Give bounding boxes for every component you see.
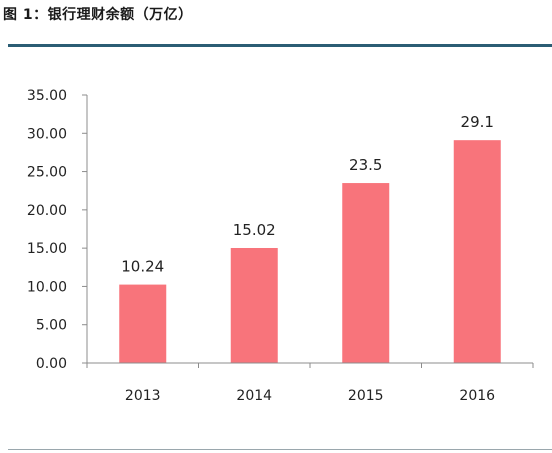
chart-title: 图 1：银行理财余额（万亿） <box>3 7 193 23</box>
bar-2013 <box>119 284 167 363</box>
data-label-2015: 23.5 <box>349 156 382 174</box>
x-tick-label-2016: 2016 <box>459 388 495 404</box>
bar-2015 <box>342 183 390 363</box>
x-axis: 2013 2014 2015 2016 <box>86 362 534 404</box>
y-tick-label: 5.00 <box>36 318 67 334</box>
y-tick-label: 0.00 <box>36 356 67 372</box>
bar-2014 <box>230 247 278 363</box>
x-tick-label-2013: 2013 <box>125 388 161 404</box>
x-tick-label-2015: 2015 <box>348 388 384 404</box>
y-tick-label: 15.00 <box>27 241 67 257</box>
y-tick-label: 20.00 <box>27 203 67 219</box>
y-axis: 0.00 5.00 10.00 15.00 20.00 25.00 30.00 35.00 <box>27 88 88 372</box>
bars: 10.24 15.02 23.5 29.1 <box>119 113 501 363</box>
bar-2016 <box>453 140 501 363</box>
y-tick-label: 25.00 <box>27 165 67 181</box>
data-label-2016: 29.1 <box>461 113 494 131</box>
data-label-2013: 10.24 <box>121 258 164 276</box>
y-tick-label: 35.00 <box>27 88 67 104</box>
y-tick-label: 30.00 <box>27 126 67 142</box>
bottom-divider <box>8 449 552 450</box>
title-divider <box>8 44 552 47</box>
y-tick-label: 10.00 <box>27 279 67 295</box>
x-tick-label-2014: 2014 <box>236 388 272 404</box>
data-label-2014: 15.02 <box>233 221 276 239</box>
